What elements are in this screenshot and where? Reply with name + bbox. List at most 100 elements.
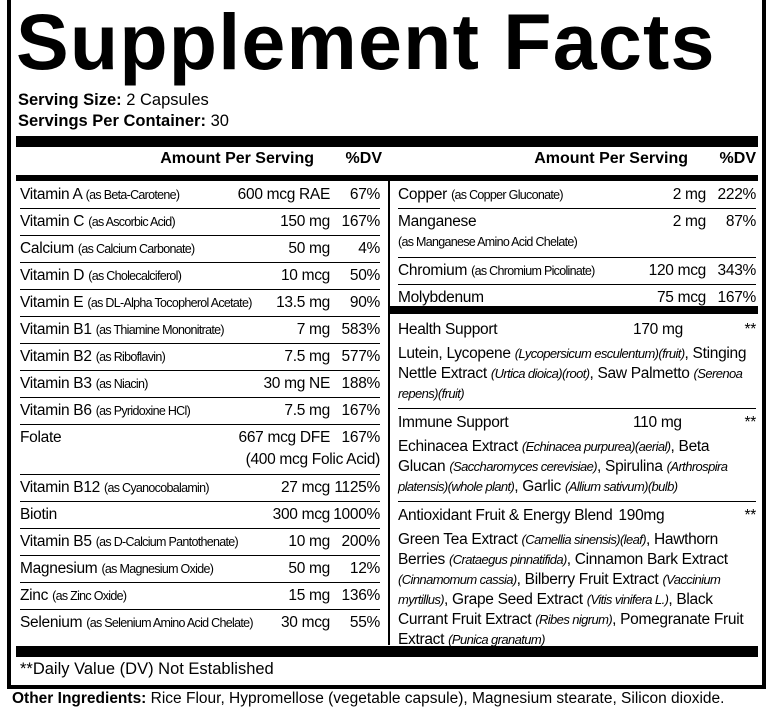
nutrient-label: Vitamin C: [20, 213, 85, 230]
nutrient-name: Molybdenum: [398, 288, 657, 312]
nutrient-amount: 30 mcg: [281, 613, 330, 637]
nutrient-label: Molybdenum: [398, 289, 484, 306]
ingredient-latin: (Echinacea purpurea)(aerial): [521, 439, 671, 454]
nutrient-amount: 10 mcg: [281, 266, 330, 289]
ingredient-latin: (Cinnamomum cassia): [398, 572, 517, 587]
nutrient-form: (as Selenium Amino Acid Chelate): [86, 616, 253, 630]
ingredient-name: , Hawthorn Berries: [398, 531, 718, 568]
right-header: Amount Per Serving %DV: [534, 150, 756, 167]
nutrient-row: Copper (as Copper Gluconate) 2 mg 222%: [398, 182, 756, 209]
amount-value: 10 mg: [288, 533, 330, 550]
nutrient-amount: 27 mcg: [281, 478, 330, 501]
nutrient-form: (as Zinc Oxide): [52, 589, 127, 603]
nutrient-form: (as Copper Gluconate): [451, 188, 563, 202]
nutrient-label: Copper: [398, 186, 448, 203]
label-border: [7, 0, 766, 689]
blend-divider: [389, 306, 758, 314]
nutrient-amount: 75 mcg: [657, 288, 706, 312]
nutrient-name: Vitamin C (as Ascorbic Acid): [20, 212, 280, 235]
ingredient-name: , Grape Seed Extract: [444, 591, 587, 608]
ingredient-name: Lutein, Lycopene: [398, 345, 515, 362]
nutrient-amount: 30 mg NE: [263, 374, 330, 397]
ingredient-latin: (Saccharomyces cerevisiae): [449, 459, 598, 474]
nutrient-dv: 577%: [341, 348, 381, 365]
nutrient-dv: 167%: [341, 402, 381, 419]
nutrient-row: Vitamin B12 (as Cyanocobalamin) 27 mcg 112…: [20, 475, 380, 502]
nutrient-dv: 583%: [341, 321, 381, 338]
amount-value: 300 mcg: [272, 506, 331, 523]
nutrient-label: Vitamin B2: [20, 348, 92, 365]
blend-header: Immune Support 110 mg **: [398, 413, 756, 433]
blend-amount: 190mg: [618, 507, 665, 524]
nutrient-form: (as Magnesium Oxide): [101, 562, 214, 576]
nutrient-name: Vitamin B5 (as D-Calcium Pantothenate): [20, 532, 288, 555]
nutrient-label: Calcium: [20, 240, 74, 257]
nutrient-label: Selenium: [20, 614, 83, 631]
ingredient-name: , Spirulina: [597, 458, 667, 475]
nutrient-amount: 15 mg: [288, 586, 330, 609]
right-nutrient-list: Copper (as Copper Gluconate) 2 mg 222% Mang…: [398, 182, 756, 312]
nutrient-label: Zinc: [20, 587, 49, 604]
nutrient-dv: 50%: [349, 267, 380, 284]
nutrient-name: Vitamin B12 (as Cyanocobalamin): [20, 478, 281, 501]
nutrient-row: Vitamin B1 (as Thiamine Mononitrate) 7 mg…: [20, 317, 380, 344]
nutrient-name: Chromium (as Chromium Picolinate): [398, 261, 649, 284]
amount-value: 30 mcg: [280, 614, 330, 631]
nutrient-row: Vitamin B3 (as Niacin) 30 mg NE 188%: [20, 371, 380, 398]
nutrient-amount: 150 mg: [280, 212, 330, 235]
amount-value: 7.5 mg: [284, 348, 330, 365]
serving-size: Serving Size: 2 Capsules: [18, 91, 209, 109]
nutrient-form: (as Manganese Amino Acid Chelate): [398, 235, 578, 249]
nutrient-label: Vitamin E: [20, 294, 84, 311]
nutrient-amount: 300 mcg: [272, 505, 331, 528]
nutrient-name: Vitamin B6 (as Pyridoxine HCl): [20, 401, 284, 424]
nutrient-dv: 167%: [341, 213, 381, 230]
blend-name: Immune Support: [398, 414, 509, 431]
nutrient-label: Biotin: [20, 506, 57, 523]
blend-dv: **: [744, 321, 757, 338]
amount-value: 7.5 mg: [284, 402, 330, 419]
nutrient-label: Vitamin B1: [20, 321, 92, 338]
ingredient-latin: (Lycopersicum esculentum)(fruit): [514, 346, 685, 361]
amount-value: 13.5 mg: [276, 294, 330, 311]
nutrient-form: (as Cholecalciferol): [88, 269, 182, 283]
nutrient-form: (as Thiamine Mononitrate): [95, 323, 225, 337]
nutrient-row: Calcium (as Calcium Carbonate) 50 mg 4%: [20, 236, 380, 263]
nutrient-form: (as Cyanocobalamin): [104, 481, 210, 495]
amount-value: 50 mg: [288, 560, 330, 577]
nutrient-dv: 167%: [717, 289, 757, 306]
amount-value: 120 mcg: [648, 262, 707, 279]
nutrient-row: Vitamin C (as Ascorbic Acid) 150 mg 167%: [20, 209, 380, 236]
nutrient-form: (as DL-Alpha Tocopherol Acetate): [87, 296, 252, 310]
header-divider: [16, 175, 758, 181]
blend-ingredients: Green Tea Extract (Camellia sinensis)(le…: [398, 530, 756, 650]
nutrient-row: Vitamin E (as DL-Alpha Tocopherol Acetat…: [20, 290, 380, 317]
ingredient-latin: (Punica granatum): [448, 632, 545, 647]
nutrient-row: Manganese (as Manganese Amino Acid Chelat…: [398, 209, 756, 258]
nutrient-name: Magnesium (as Magnesium Oxide): [20, 559, 288, 582]
nutrient-label: Vitamin D: [20, 267, 85, 284]
ingredient-name: Echinacea Extract: [398, 438, 522, 455]
blend-item: Antioxidant Fruit & Energy Blend 190mg ** G…: [398, 502, 756, 654]
nutrient-form: (as D-Calcium Pantothenate): [95, 535, 239, 549]
column-divider: [388, 181, 390, 645]
nutrient-dv: 67%: [349, 186, 380, 203]
nutrient-name: Zinc (as Zinc Oxide): [20, 586, 288, 609]
nutrient-form: (as Beta-Carotene): [85, 188, 180, 202]
label-title: Supplement Facts: [16, 0, 716, 86]
amount-value: 10 mcg: [280, 267, 330, 284]
amount-value: 2 mg: [672, 186, 707, 203]
nutrient-name: Vitamin A (as Beta-Carotene): [20, 185, 238, 208]
nutrient-row: Molybdenum 75 mcg 167%: [398, 285, 756, 312]
nutrient-amount: 10 mg: [288, 532, 330, 555]
blend-ingredients: Echinacea Extract (Echinacea purpurea)(a…: [398, 437, 756, 497]
nutrient-amount: 120 mcg: [648, 261, 707, 284]
nutrient-row: Vitamin B5 (as D-Calcium Pantothenate) 10…: [20, 529, 380, 556]
amount-note: (400 mcg Folic Acid): [245, 451, 381, 468]
nutrient-name: Vitamin E (as DL-Alpha Tocopherol Acetat…: [20, 293, 276, 316]
nutrient-name: Copper (as Copper Gluconate): [398, 185, 673, 208]
nutrient-row: Selenium (as Selenium Amino Acid Chelate…: [20, 610, 380, 637]
nutrient-dv: 1125%: [334, 479, 380, 496]
amount-value: 75 mcg: [656, 289, 706, 306]
nutrient-name: Calcium (as Calcium Carbonate): [20, 239, 288, 262]
